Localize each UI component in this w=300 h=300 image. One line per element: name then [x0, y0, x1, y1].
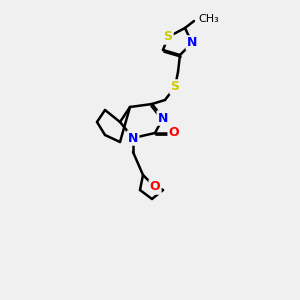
Text: N: N	[187, 37, 197, 50]
Text: S: S	[164, 31, 172, 44]
Text: N: N	[128, 131, 138, 145]
Text: O: O	[150, 181, 160, 194]
Text: O: O	[169, 127, 179, 140]
Text: CH₃: CH₃	[198, 14, 219, 24]
Text: S: S	[170, 80, 179, 94]
Text: N: N	[158, 112, 168, 124]
